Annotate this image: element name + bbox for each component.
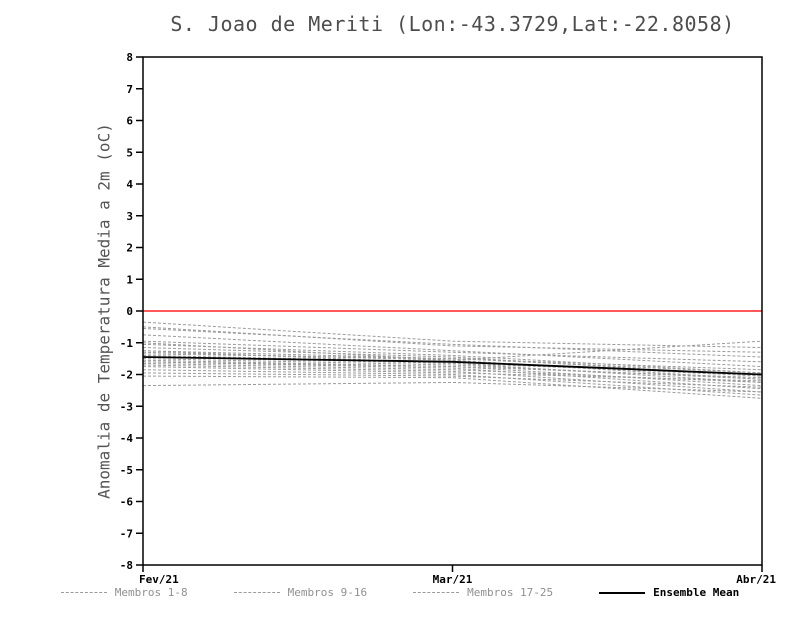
dashed-line-icon: [233, 592, 280, 593]
legend-item-members-17-25: Membros 17-25: [413, 586, 553, 599]
svg-text:-8: -8: [120, 559, 133, 572]
legend-label-members-17-25: Membros 17-25: [467, 586, 554, 599]
svg-text:5: 5: [126, 146, 133, 159]
dashed-line-icon: [60, 592, 107, 593]
svg-text:2: 2: [126, 242, 133, 255]
svg-text:0: 0: [126, 305, 133, 318]
svg-text:8: 8: [126, 51, 133, 64]
legend: Membros 1-8 Membros 9-16 Membros 17-25 E…: [0, 586, 800, 599]
legend-item-members-1-8: Membros 1-8: [60, 586, 188, 599]
svg-text:-2: -2: [120, 369, 133, 382]
svg-text:Abr/21: Abr/21: [736, 573, 776, 586]
svg-text:-4: -4: [120, 432, 134, 445]
dashed-line-icon: [413, 592, 460, 593]
svg-text:Mar/21: Mar/21: [433, 573, 473, 586]
svg-text:-3: -3: [120, 400, 133, 413]
svg-text:7: 7: [126, 83, 133, 96]
legend-label-members-9-16: Membros 9-16: [287, 586, 368, 599]
solid-line-icon: [599, 591, 646, 594]
svg-text:3: 3: [126, 210, 133, 223]
svg-text:-6: -6: [120, 496, 134, 509]
svg-text:-7: -7: [120, 527, 133, 540]
chart-title: S. Joao de Meriti (Lon:-43.3729,Lat:-22.…: [170, 12, 735, 36]
svg-text:1: 1: [126, 273, 133, 286]
legend-item-members-9-16: Membros 9-16: [233, 586, 368, 599]
legend-label-members-1-8: Membros 1-8: [114, 586, 188, 599]
svg-text:Fev/21: Fev/21: [139, 573, 179, 586]
svg-text:6: 6: [126, 115, 133, 128]
legend-label-ensemble-mean: Ensemble Mean: [653, 586, 740, 599]
svg-text:4: 4: [126, 178, 133, 191]
svg-text:-5: -5: [120, 464, 133, 477]
svg-text:-1: -1: [120, 337, 134, 350]
legend-item-ensemble-mean: Ensemble Mean: [599, 586, 739, 599]
